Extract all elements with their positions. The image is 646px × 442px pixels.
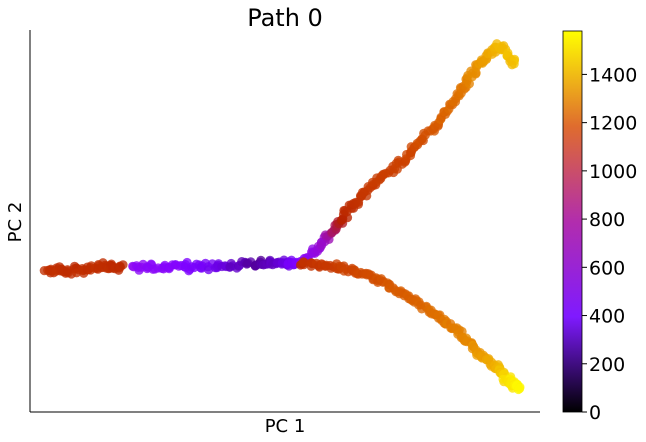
colorbar-tick-label: 200 xyxy=(589,354,625,376)
scatter-point xyxy=(243,258,253,268)
y-axis-label: PC 2 xyxy=(5,202,26,243)
colorbar-tick-label: 1000 xyxy=(589,161,637,183)
scatter-point xyxy=(118,260,128,270)
colorbar-tick-label: 1400 xyxy=(589,64,637,86)
scatter-point xyxy=(298,257,308,267)
colorbar-tick-label: 400 xyxy=(589,306,625,328)
colorbar-tick-label: 1200 xyxy=(589,113,637,135)
scatter-points xyxy=(39,39,525,395)
colorbar-tick-label: 800 xyxy=(589,209,625,231)
colorbar-tick-label: 600 xyxy=(589,257,625,279)
colorbar-ticks: 0 200 400 600 800 1000 1200 1400 xyxy=(582,64,637,424)
colorbar xyxy=(562,30,583,413)
chart-title: Path 0 xyxy=(247,4,323,32)
scatter-point xyxy=(515,384,525,394)
colorbar-tick-label: 0 xyxy=(589,402,601,424)
x-axis-label: PC 1 xyxy=(265,416,306,437)
scatter-point xyxy=(507,60,517,70)
